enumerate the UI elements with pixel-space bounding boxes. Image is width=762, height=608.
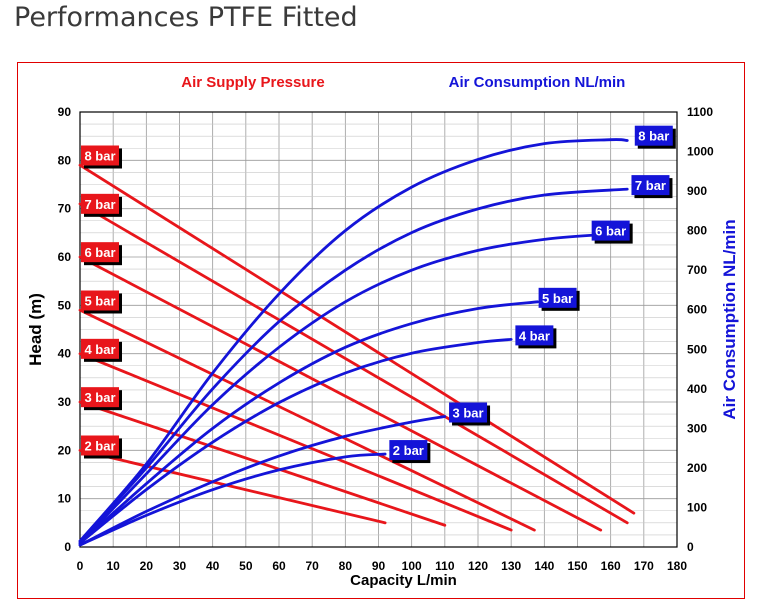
y2-tick-label: 900 bbox=[687, 184, 707, 198]
air-curve-2-bar bbox=[78, 452, 387, 547]
head-label-6-bar-box bbox=[81, 242, 119, 263]
page-title: Performances PTFE Fitted bbox=[14, 2, 358, 33]
x-tick-label: 10 bbox=[106, 559, 120, 573]
head-line-3-bar bbox=[78, 400, 447, 527]
head-label-7-bar-box bbox=[81, 193, 119, 214]
x-tick-label: 20 bbox=[140, 559, 154, 573]
air-curve-7-bar bbox=[78, 187, 629, 543]
y2-tick-label: 100 bbox=[687, 500, 707, 514]
head-line-5-bar bbox=[78, 308, 536, 532]
y-tick-label: 30 bbox=[58, 395, 72, 409]
legend-air-supply-pressure: Air Supply Pressure bbox=[181, 74, 324, 91]
air-curve-4-bar bbox=[78, 337, 513, 545]
x-tick-label: 140 bbox=[534, 559, 554, 573]
y2-tick-label: 0 bbox=[687, 540, 694, 554]
head-label-5-bar: 5 bar bbox=[84, 294, 115, 309]
y2-tick-label: 600 bbox=[687, 303, 707, 317]
head-label-6-bar: 6 bar bbox=[84, 245, 115, 260]
head-label-2-bar-box bbox=[81, 435, 119, 456]
x-tick-label: 110 bbox=[435, 559, 455, 573]
plot-border bbox=[79, 111, 678, 548]
y2-tick-label: 200 bbox=[687, 461, 707, 475]
air-label-6-bar: 6 bar bbox=[595, 224, 626, 239]
chart-frame bbox=[17, 62, 745, 599]
air-label-7-bar: 7 bar bbox=[635, 178, 666, 193]
head-label-5-bar-box bbox=[81, 290, 119, 311]
head-label-7-bar: 7 bar bbox=[84, 197, 115, 212]
x-tick-label: 150 bbox=[567, 559, 587, 573]
y2-tick-label: 1000 bbox=[687, 145, 714, 159]
head-label-2-bar: 2 bar bbox=[84, 439, 115, 454]
y-axis-title: Head (m) bbox=[26, 293, 45, 366]
air-curve-6-bar bbox=[78, 233, 603, 545]
y-tick-label: 70 bbox=[58, 202, 72, 216]
air-label-7-bar-box bbox=[631, 175, 670, 196]
air-label-5-bar: 5 bar bbox=[542, 291, 573, 306]
air-label-4-bar-box bbox=[515, 325, 554, 346]
y2-tick-label: 300 bbox=[687, 421, 707, 435]
head-label-8-bar: 8 bar bbox=[84, 149, 115, 164]
y-tick-label: 50 bbox=[58, 298, 72, 312]
y-tick-label: 80 bbox=[58, 153, 72, 167]
x-tick-label: 170 bbox=[634, 559, 654, 573]
x-tick-label: 70 bbox=[305, 559, 319, 573]
head-line-4-bar bbox=[78, 352, 513, 532]
head-line-8-bar bbox=[78, 163, 636, 515]
y2-tick-label: 700 bbox=[687, 263, 707, 277]
x-tick-label: 130 bbox=[501, 559, 521, 573]
x-tick-label: 50 bbox=[239, 559, 253, 573]
air-label-2-bar-box bbox=[389, 440, 428, 461]
y-tick-label: 60 bbox=[58, 250, 72, 264]
y2-tick-label: 800 bbox=[687, 224, 707, 238]
air-label-4-bar: 4 bar bbox=[519, 328, 550, 343]
head-label-3-bar-box bbox=[81, 387, 119, 408]
air-label-3-bar: 3 bar bbox=[453, 406, 484, 421]
y2-tick-label: 500 bbox=[687, 342, 707, 356]
x-tick-label: 30 bbox=[173, 559, 187, 573]
head-label-3-bar: 3 bar bbox=[84, 390, 115, 405]
air-label-8-bar-box bbox=[634, 125, 673, 146]
air-curve-8-bar bbox=[78, 138, 629, 543]
x-tick-label: 60 bbox=[272, 559, 286, 573]
x-tick-label: 80 bbox=[339, 559, 353, 573]
head-label-4-bar-box bbox=[81, 338, 119, 359]
x-tick-label: 0 bbox=[77, 559, 84, 573]
head-line-7-bar bbox=[78, 202, 629, 525]
y-tick-label: 90 bbox=[58, 105, 72, 119]
x-tick-label: 90 bbox=[372, 559, 386, 573]
head-line-2-bar bbox=[78, 448, 387, 525]
air-label-5-bar-box bbox=[538, 287, 577, 308]
air-label-8-bar: 8 bar bbox=[638, 129, 669, 144]
x-tick-label: 120 bbox=[468, 559, 488, 573]
x-tick-label: 100 bbox=[402, 559, 422, 573]
air-curve-5-bar bbox=[78, 300, 540, 545]
y2-tick-label: 400 bbox=[687, 382, 707, 396]
air-label-2-bar: 2 bar bbox=[393, 443, 424, 458]
y-tick-label: 20 bbox=[58, 443, 72, 457]
head-label-4-bar: 4 bar bbox=[84, 342, 115, 357]
y-tick-label: 10 bbox=[58, 492, 72, 506]
x-axis-title: Capacity L/min bbox=[350, 572, 457, 589]
legend-air-consumption: Air Consumption NL/min bbox=[449, 74, 626, 91]
air-curve-3-bar bbox=[78, 415, 447, 547]
head-label-8-bar-box bbox=[81, 145, 119, 166]
y2-axis-title: Air Consumption NL/min bbox=[720, 219, 739, 419]
air-label-3-bar-box bbox=[449, 402, 488, 423]
y-tick-label: 0 bbox=[64, 540, 71, 554]
head-line-6-bar bbox=[78, 255, 603, 532]
x-tick-label: 40 bbox=[206, 559, 220, 573]
air-label-6-bar-box bbox=[591, 220, 630, 241]
x-tick-label: 180 bbox=[667, 559, 687, 573]
y-tick-label: 40 bbox=[58, 347, 72, 361]
y2-tick-label: 1100 bbox=[687, 105, 713, 119]
x-tick-label: 160 bbox=[601, 559, 621, 573]
